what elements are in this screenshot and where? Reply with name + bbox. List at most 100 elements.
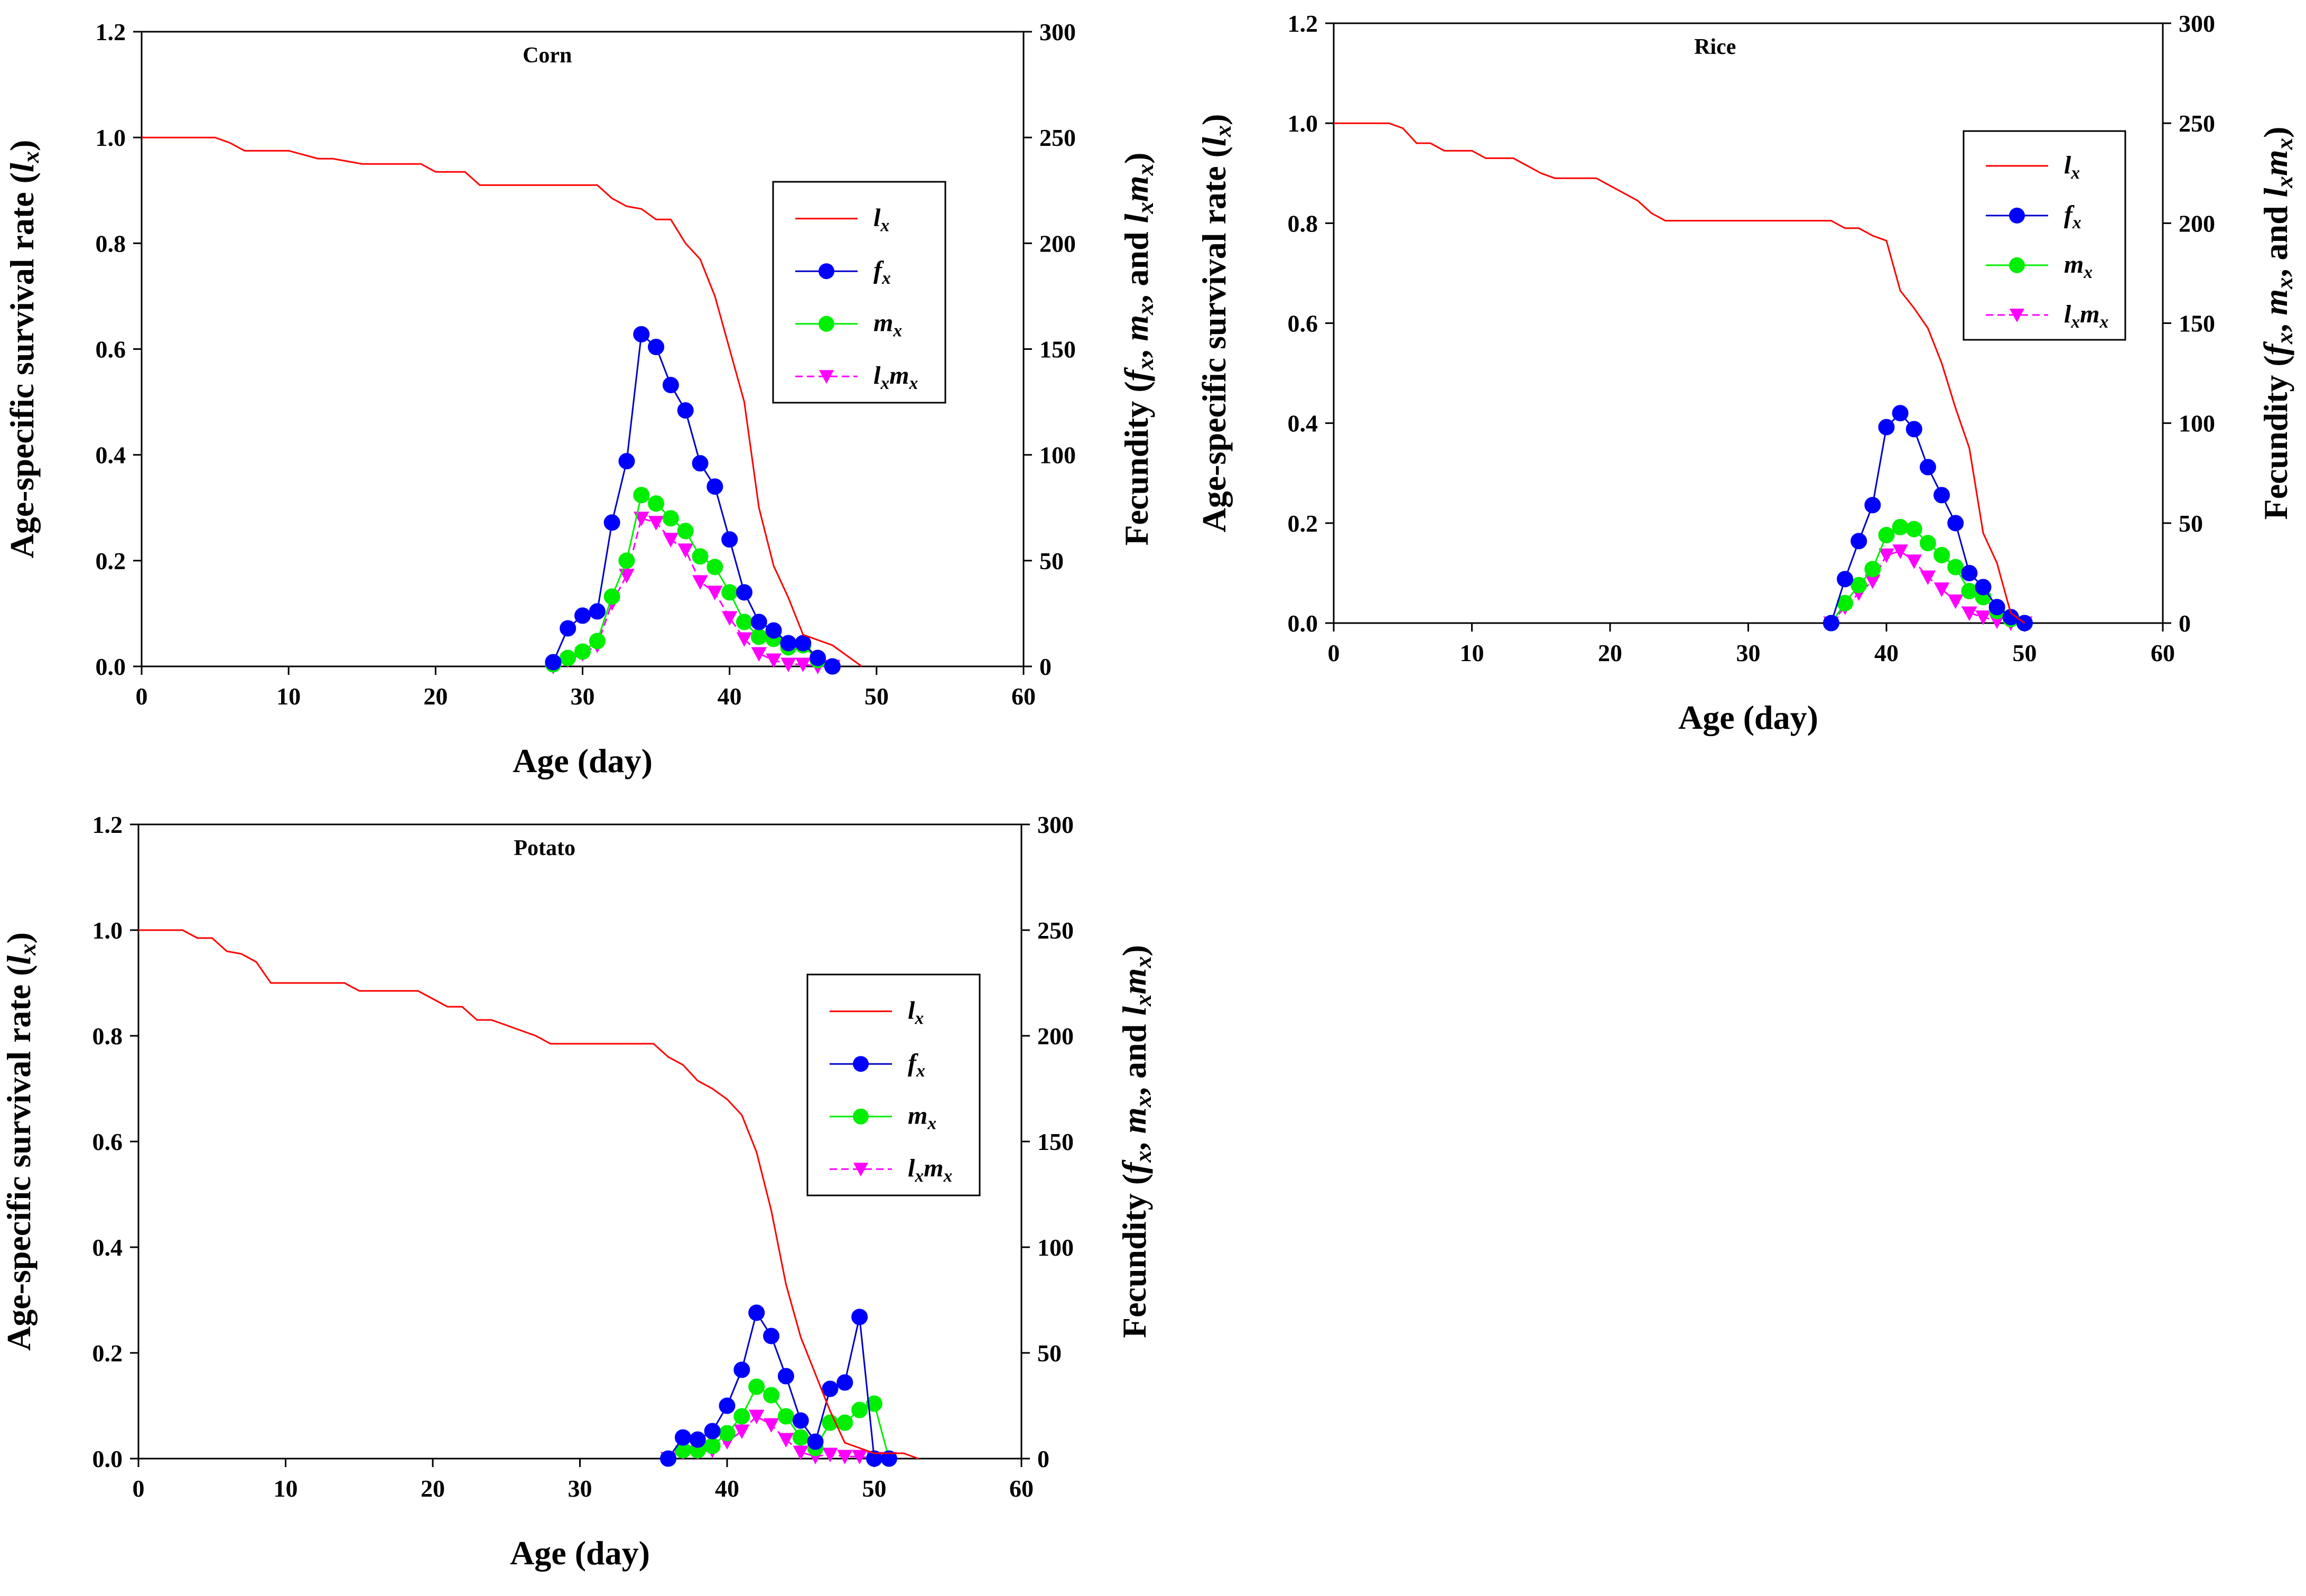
series-mx-point <box>719 1425 736 1442</box>
series-fx-point <box>1988 599 2005 616</box>
x-tick-label: 20 <box>1598 639 1622 666</box>
series-lxmx-point <box>633 512 649 526</box>
legend-marker-lxmx <box>2010 308 2024 322</box>
series-fx-point <box>1892 405 1909 422</box>
y-right-tick-label: 250 <box>2179 110 2215 137</box>
series-lxmx-point <box>1879 548 1894 563</box>
y-right-tick-label: 50 <box>1037 1340 1062 1367</box>
legend-label-lxmx: lx​mx​ <box>2064 300 2108 332</box>
series-mx-point <box>618 552 635 569</box>
series-fx-point <box>662 377 679 394</box>
y-right-axis-title: Fecundity (fx​, mx​, and lx​mx​) <box>1118 153 1158 546</box>
series-mx-point <box>792 1429 809 1446</box>
legend: lx​ fx​ mx​ lx​mx​ <box>1963 130 2126 341</box>
y-left-tick-label: 0.4 <box>96 442 126 469</box>
y-right-tick-label: 50 <box>1039 548 1064 574</box>
series-mx-point <box>706 559 723 576</box>
series-mx-point <box>1878 527 1895 544</box>
y-right-tick-label: 250 <box>1039 124 1076 151</box>
series-lxmx-point <box>793 1445 809 1461</box>
x-tick-label: 10 <box>1460 639 1484 666</box>
legend-marker-mx <box>2009 257 2025 273</box>
series-mx-point <box>633 487 650 504</box>
y-right-tick-label: 0 <box>1039 653 1052 680</box>
x-axis-title: Age (day) <box>510 1534 650 1572</box>
legend-label-lx: lx​ <box>873 204 889 236</box>
x-tick-label: 30 <box>1736 639 1761 666</box>
series-lxmx-point <box>1906 554 1922 569</box>
series-fx-point <box>824 658 841 675</box>
series-mx-point <box>677 523 694 540</box>
series-fx-point <box>2002 609 2019 626</box>
series-lx-line <box>138 929 919 1460</box>
y-right-tick-label: 300 <box>1039 18 1076 45</box>
x-tick-label: 40 <box>715 1475 739 1502</box>
series-mx-point <box>733 1408 750 1425</box>
series-lxmx-point <box>851 1450 868 1465</box>
legend-marker-mx <box>819 316 834 332</box>
series-mx-point <box>1864 561 1881 578</box>
y-left-tick-label: 0.0 <box>96 653 126 680</box>
y-right-tick-label: 150 <box>2179 310 2215 337</box>
series-fx-point <box>648 338 665 355</box>
legend-label-mx: mx​ <box>2064 250 2093 282</box>
y-left-tick-label: 1.0 <box>92 917 123 944</box>
y-right-tick-label: 100 <box>1037 1234 1074 1261</box>
panel-title: Potato <box>514 836 575 860</box>
x-tick-label: 20 <box>421 1475 445 1502</box>
legend-label-fx: fx​ <box>2064 201 2081 233</box>
x-tick-label: 10 <box>274 1475 298 1502</box>
panel-title: Corn <box>523 43 572 68</box>
legend-marker-fx <box>853 1056 869 1072</box>
series-mx-point <box>1905 521 1922 537</box>
series-mx-point <box>851 1402 868 1418</box>
y-left-tick-label: 1.0 <box>96 124 126 151</box>
series-lx-line <box>1334 122 2025 624</box>
series-fx-point <box>1933 487 1950 504</box>
y-left-tick-label: 0.0 <box>1288 610 1318 637</box>
x-tick-label: 30 <box>571 683 595 710</box>
series-fx-point <box>1947 515 1964 532</box>
y-right-tick-label: 200 <box>1039 230 1076 257</box>
x-tick-label: 0 <box>136 683 148 710</box>
series-fx-point <box>660 1450 677 1467</box>
series-mx-point <box>603 588 620 605</box>
series-fx-point <box>674 1429 691 1446</box>
legend-label-fx: fx​ <box>873 256 891 288</box>
y-left-tick-label: 0.6 <box>96 336 126 363</box>
series-mx-point <box>721 584 738 601</box>
series-fx-point <box>603 514 620 531</box>
series-mx-point <box>736 614 752 630</box>
legend-label-fx: fx​ <box>908 1049 925 1081</box>
series-fx-point <box>1975 579 1992 596</box>
y-right-axis-title: Fecundity (fx​, mx​, and lx​mx​) <box>1115 945 1156 1338</box>
series-mx-point <box>866 1395 882 1412</box>
x-axis-title: Age (day) <box>1678 699 1818 736</box>
series-mx-point <box>648 495 665 512</box>
y-right-axis-title: Fecundity (fx​, mx​, and lx​mx​) <box>2257 127 2298 520</box>
legend-marker-mx <box>853 1108 869 1125</box>
series-fx-point <box>704 1423 721 1440</box>
series-lxmx-point <box>734 1424 750 1440</box>
series-fx-point <box>822 1380 839 1397</box>
y-right-tick-label: 150 <box>1037 1128 1074 1155</box>
series-lxmx-point <box>736 632 752 647</box>
y-left-tick-label: 0.6 <box>1288 310 1318 337</box>
legend-label-lx: lx​ <box>908 997 924 1028</box>
series-fx-point <box>765 622 782 639</box>
series-lxmx-point <box>795 657 811 673</box>
x-axis-title: Age (day) <box>513 742 653 780</box>
series-fx-point <box>689 1431 706 1448</box>
y-left-tick-label: 0.6 <box>92 1128 123 1155</box>
y-left-tick-label: 0.4 <box>1288 410 1318 437</box>
y-right-tick-label: 0 <box>2179 610 2191 637</box>
series-lxmx-point <box>1920 570 1936 586</box>
series-fx-point <box>777 1368 794 1385</box>
legend-label-lxmx: lx​mx​ <box>908 1154 952 1186</box>
y-left-tick-label: 1.2 <box>92 811 123 838</box>
chart-panel-corn: 0 10 20 30 40 50 60 0.0 0.2 0.4 0.6 0.8 1.0 1.2 0 50 100… <box>3 18 1158 780</box>
series-lxmx-point <box>721 611 738 626</box>
series-lxmx-point <box>751 647 767 662</box>
series-fx-point <box>792 1412 809 1429</box>
series-mx-point <box>589 633 606 649</box>
